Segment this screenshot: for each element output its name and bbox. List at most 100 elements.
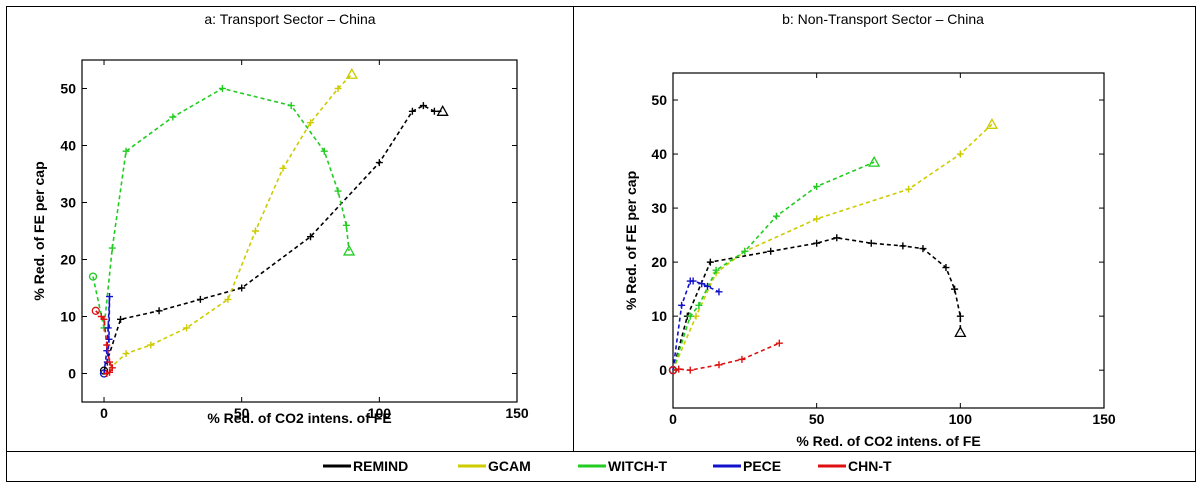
data-point: [224, 295, 232, 303]
series-gcam: [668, 117, 999, 375]
legend-item: CHN-T: [818, 458, 892, 474]
data-point: [218, 85, 226, 92]
data-point: [675, 365, 683, 373]
legend: REMIND GCAM WITCH-T PECE CHN-T: [323, 458, 892, 474]
data-point: [104, 324, 112, 332]
data-point: [342, 221, 350, 229]
data-point: [813, 239, 821, 247]
data-point: [334, 85, 342, 92]
series-chn-t: [668, 339, 783, 375]
y-tick-label: 20: [651, 254, 667, 270]
y-tick-label: 20: [60, 252, 76, 268]
data-point: [813, 215, 821, 223]
y-tick-label: 0: [659, 362, 667, 378]
legend-frame: [6, 451, 1196, 482]
data-point: [100, 315, 108, 323]
data-point: [695, 301, 703, 309]
plot-area: [81, 59, 518, 403]
y-axis-label: % Red. of FE per cap: [623, 171, 639, 310]
data-point: [772, 212, 780, 220]
data-point: [905, 185, 913, 193]
x-tick-label: 150: [1092, 411, 1116, 427]
data-point-end: [436, 104, 449, 116]
data-point: [419, 102, 427, 110]
data-point: [430, 107, 438, 115]
y-axis-label: % Red. of FE per cap: [31, 161, 47, 300]
y-tick-label: 40: [60, 138, 76, 154]
data-point: [307, 233, 315, 241]
y-tick-label: 50: [651, 92, 667, 108]
y-tick-label: 10: [651, 308, 667, 324]
series-line: [103, 296, 111, 374]
data-point: [833, 234, 841, 242]
data-point: [741, 247, 749, 255]
panel-b-title: b: Non-Transport Sector – China: [782, 11, 984, 27]
data-point-end: [985, 117, 999, 129]
series-witch-t: [88, 85, 356, 332]
data-point: [103, 370, 111, 377]
data-point: [196, 295, 204, 303]
data-point: [108, 244, 116, 252]
data-point-end: [954, 326, 967, 338]
series-pece: [668, 277, 723, 375]
series-line: [103, 73, 353, 375]
series-gcam: [99, 67, 358, 378]
legend-item: WITCH-T: [578, 458, 668, 474]
legend-item: REMIND: [323, 458, 408, 474]
series-line: [103, 104, 443, 371]
y-tick-label: 50: [60, 81, 76, 97]
data-point: [106, 358, 114, 366]
x-tick-label: 150: [505, 405, 529, 421]
data-point: [155, 307, 163, 315]
data-point-start: [668, 366, 678, 375]
data-point: [767, 247, 775, 255]
data-point-end: [342, 244, 356, 256]
panel-a-title: a: Transport Sector – China: [204, 11, 375, 27]
data-point: [867, 239, 875, 247]
series-remind: [99, 102, 449, 375]
data-point: [712, 266, 720, 274]
data-point: [919, 245, 927, 253]
data-point: [951, 285, 959, 293]
data-point: [942, 264, 950, 272]
data-point: [775, 339, 783, 347]
data-point: [703, 282, 711, 290]
series-witch-t: [668, 155, 881, 375]
y-tick-label: 10: [60, 309, 76, 325]
series-line: [672, 236, 962, 371]
data-point: [287, 102, 295, 110]
data-point: [147, 341, 155, 349]
data-point: [334, 187, 342, 195]
y-tick-label: 30: [60, 195, 76, 211]
x-tick-label: 0: [100, 405, 108, 421]
data-point: [408, 107, 416, 115]
chart-panel-b: 0 50 100 150 0 10 20 30 40 50 % Red. of CO2 intens…: [623, 72, 1116, 449]
data-point: [307, 119, 315, 127]
data-point: [375, 159, 383, 167]
x-tick-label: 0: [669, 411, 677, 427]
data-point: [689, 277, 697, 285]
y-tick-label: 40: [651, 146, 667, 162]
series-line: [672, 123, 993, 371]
data-point: [106, 293, 114, 301]
series-remind: [668, 234, 967, 375]
data-point: [117, 315, 125, 323]
data-point-start: [88, 272, 98, 281]
data-point: [686, 312, 694, 320]
data-point: [678, 301, 686, 309]
legend-item: GCAM: [458, 458, 531, 474]
data-point: [706, 258, 714, 266]
data-point: [169, 113, 177, 121]
data-point: [956, 312, 964, 320]
y-tick-label: 0: [68, 366, 76, 382]
x-tick-label: 100: [368, 405, 392, 421]
data-point: [103, 341, 111, 349]
legend-item: PECE: [713, 458, 781, 474]
data-point-start: [91, 306, 100, 315]
x-tick-label: 50: [809, 411, 825, 427]
data-point: [251, 227, 259, 235]
data-point: [715, 361, 723, 369]
series-line: [672, 161, 875, 371]
x-axis-label: % Red. of CO2 intens. of FE: [796, 433, 980, 449]
